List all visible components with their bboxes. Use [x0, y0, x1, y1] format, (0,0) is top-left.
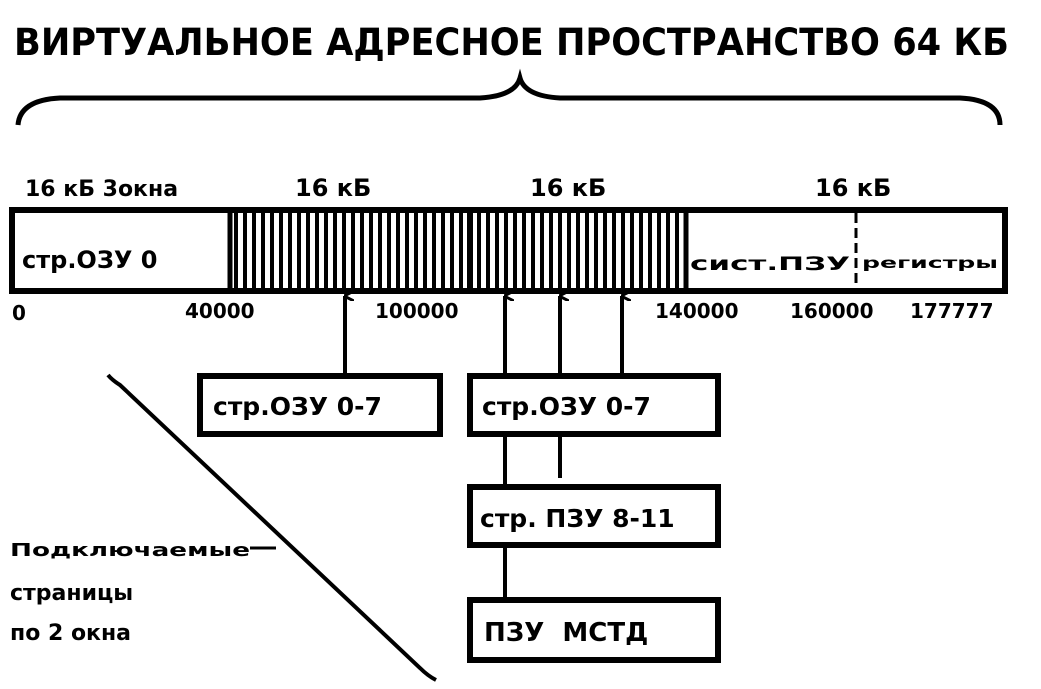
note-line-2: страницы [10, 581, 133, 606]
box-rom-mstd-label: ПЗУ МСТД [484, 618, 648, 648]
bar-page0-label: стр.ОЗУ 0 [22, 246, 157, 274]
connectors [343, 296, 622, 600]
address-100000: 100000 [375, 299, 459, 323]
bar-registers-label: регистры [862, 254, 998, 272]
address-177777: 177777 [910, 299, 994, 323]
brace [15, 68, 1003, 126]
note-line-1: Подключаемые [10, 540, 250, 561]
box-rom-pages-label: стр. ПЗУ 8-11 [480, 504, 675, 533]
diagram-title: ВИРТУАЛЬНОЕ АДРЕСНОЕ ПРОСТРАНСТВО 64 КБ [14, 21, 1009, 64]
segment-label-2: 16 кБ [295, 174, 371, 202]
box-ram-pages-b-label: стр.ОЗУ 0-7 [482, 392, 651, 421]
segment-label-4: 16 кБ [815, 174, 891, 202]
segment-label-3: 16 кБ [530, 174, 606, 202]
pointer-line [106, 373, 437, 682]
box-rom-pages: стр. ПЗУ 8-11 [467, 484, 721, 548]
address-140000: 140000 [655, 299, 739, 323]
segment-label-1: 16 кБ 3окна [25, 177, 178, 202]
memory-bar: стр.ОЗУ 0 сист.ПЗУ регистры [9, 207, 1008, 294]
bar-system-rom-label: сист.ПЗУ [690, 253, 851, 275]
note-line-3: по 2 окна [10, 621, 131, 646]
box-ram-pages-b: стр.ОЗУ 0-7 [467, 373, 721, 437]
address-160000: 160000 [790, 299, 874, 323]
box-ram-pages-a: стр.ОЗУ 0-7 [197, 373, 443, 437]
box-ram-pages-a-label: стр.ОЗУ 0-7 [213, 392, 382, 421]
box-rom-mstd: ПЗУ МСТД [467, 597, 721, 663]
address-0: 0 [12, 301, 26, 325]
address-40000: 40000 [185, 299, 255, 323]
